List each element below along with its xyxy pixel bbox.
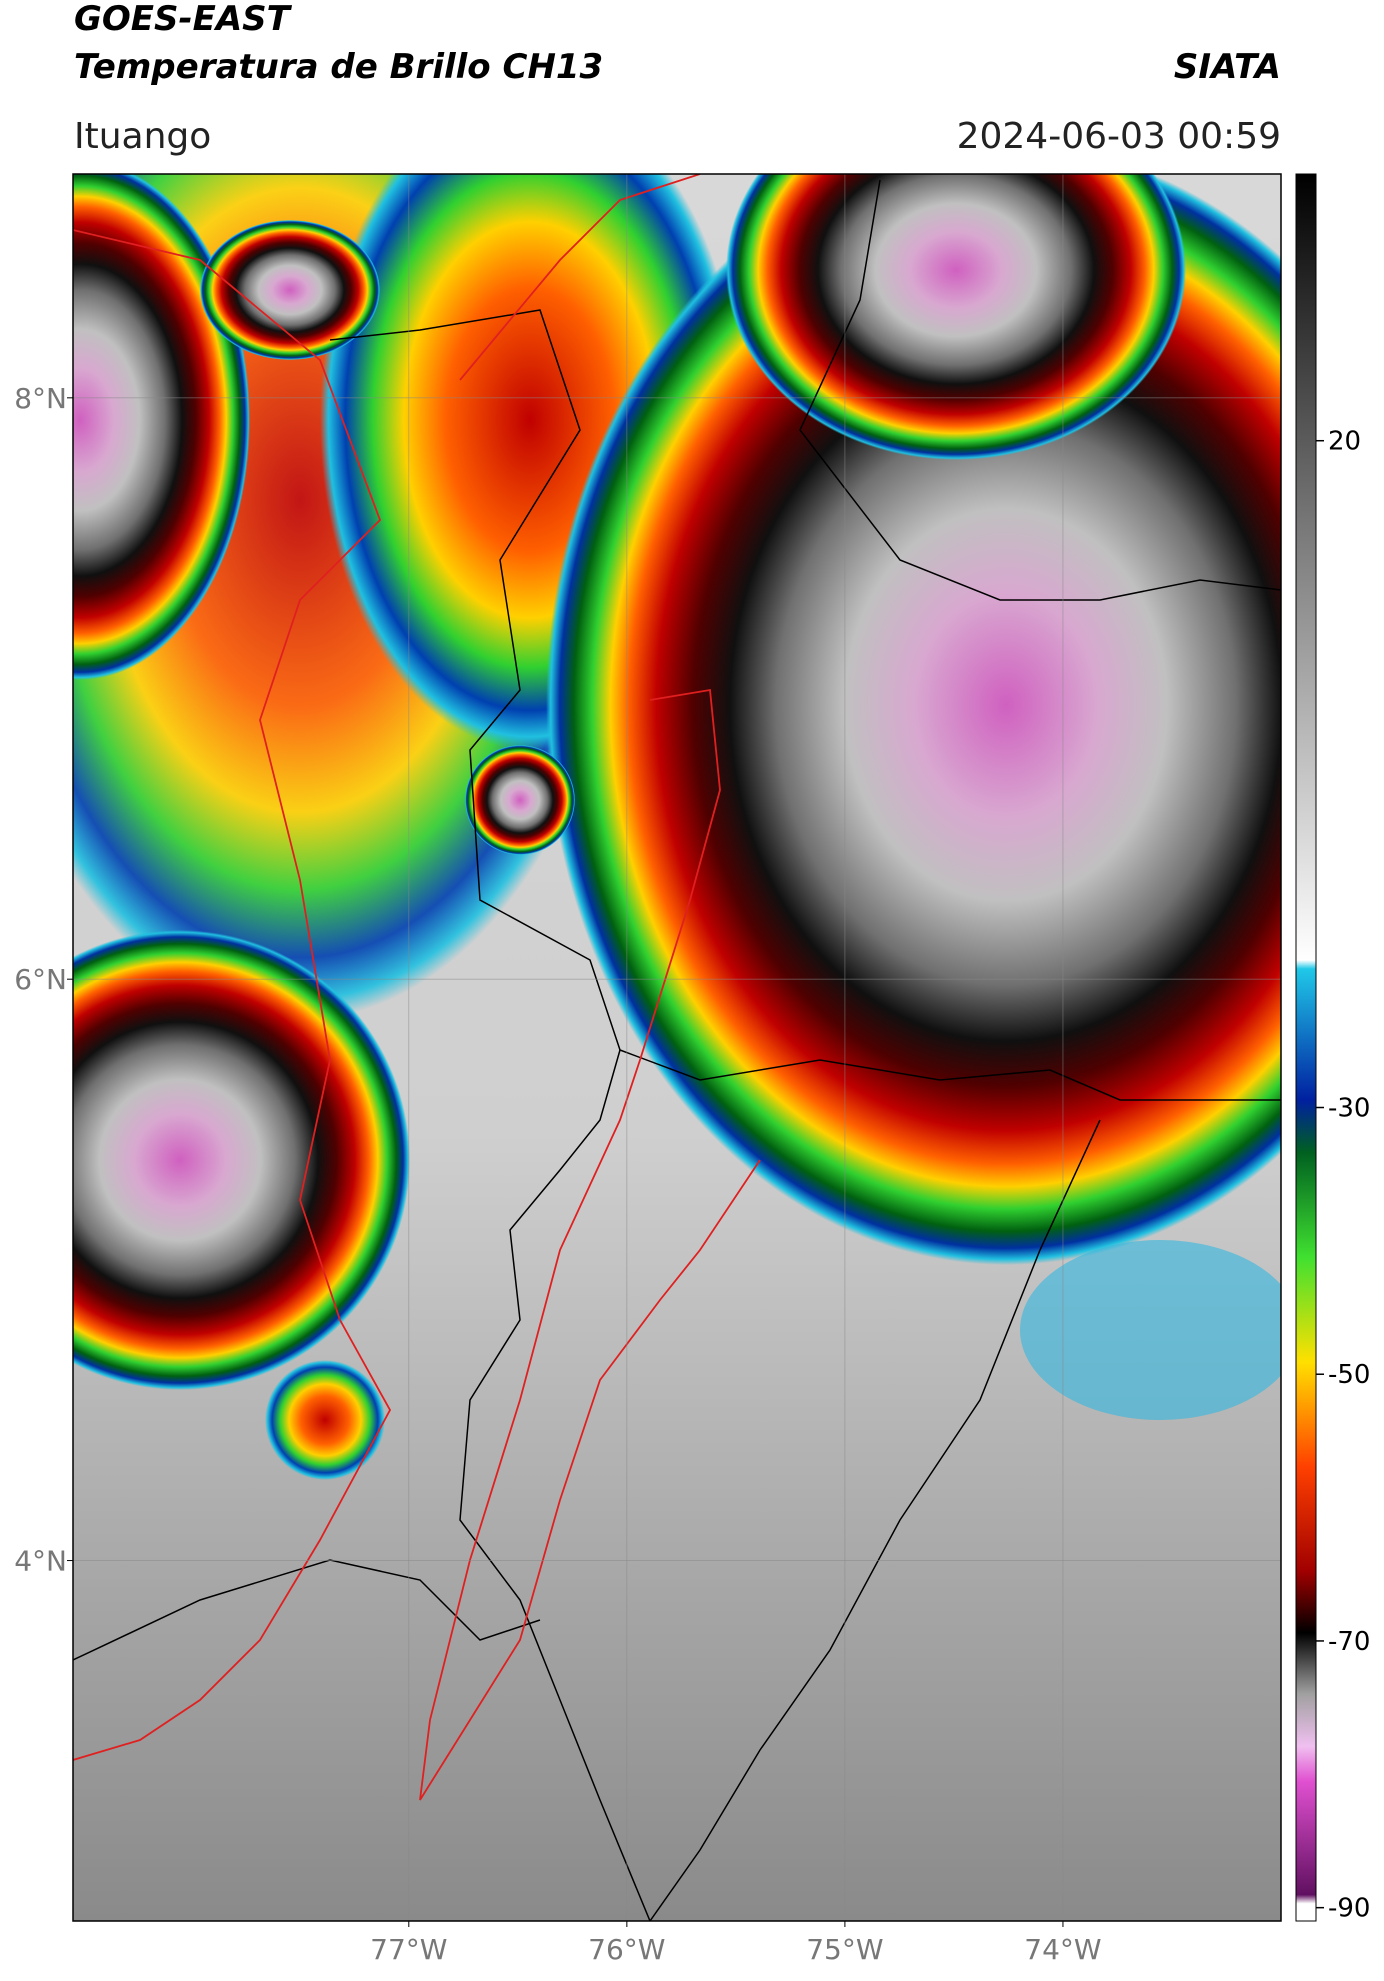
y-tick-label: 8°N: [14, 382, 67, 415]
datetime: 2024-06-03 00:59: [957, 116, 1281, 157]
colorbar-tick-label: -30: [1328, 1094, 1370, 1124]
colorbar-tick-label: 20: [1328, 427, 1361, 457]
x-tick-label: 74°W: [1024, 1933, 1101, 1966]
colorbar: [1295, 173, 1317, 1922]
region: Ituango: [74, 116, 211, 157]
x-tick-label: 75°W: [806, 1933, 883, 1966]
x-tick-label: 76°W: [588, 1933, 665, 1966]
map-frame: [72, 173, 1282, 1922]
colorbar-tick-label: -90: [1328, 1894, 1370, 1924]
title: GOES-EAST: [74, 0, 293, 39]
colorbar-tick-label: -50: [1328, 1360, 1370, 1390]
grid: [73, 174, 1281, 1921]
colorbar-tick-label: -70: [1328, 1627, 1370, 1657]
source: SIATA: [1174, 47, 1281, 87]
satellite-image: [73, 174, 1281, 1921]
x-tick-label: 77°W: [370, 1933, 447, 1966]
y-tick-label: 4°N: [14, 1545, 67, 1578]
y-tick-label: 6°N: [14, 963, 67, 996]
subtitle: Temperatura de Brillo CH13: [74, 47, 603, 87]
